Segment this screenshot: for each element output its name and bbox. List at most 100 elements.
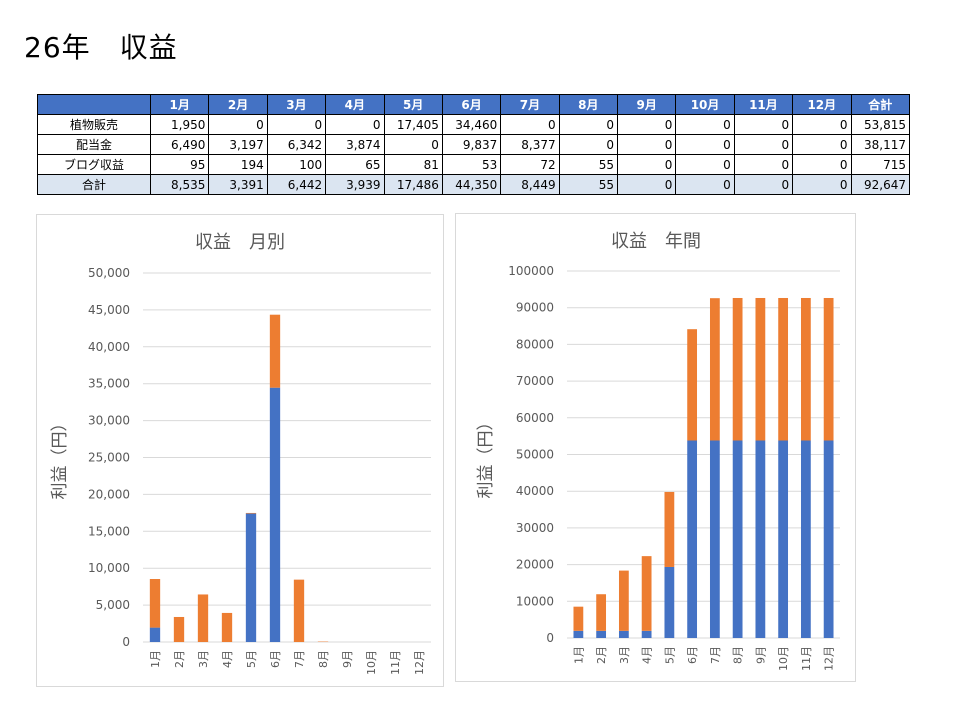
row-label: 配当金 xyxy=(37,134,151,155)
bar-segment xyxy=(687,440,698,638)
x-tick-label: 4月 xyxy=(641,646,654,664)
table-cell: 38,117 xyxy=(850,134,910,155)
bar-segment xyxy=(197,594,209,642)
x-tick-label: 7月 xyxy=(709,646,722,664)
bar-segment xyxy=(596,594,607,631)
table-header-cell: 6月 xyxy=(441,94,502,115)
table-header-cell: 8月 xyxy=(558,94,619,115)
table-cell: 1,950 xyxy=(149,114,210,135)
table-cell: 0 xyxy=(500,114,560,135)
x-tick-label: 8月 xyxy=(317,650,330,668)
x-tick-label: 10月 xyxy=(777,646,790,671)
bar-segment xyxy=(778,440,789,638)
bar-segment xyxy=(664,491,675,567)
y-tick-label: 10,000 xyxy=(88,561,130,575)
x-tick-label: 11月 xyxy=(389,650,402,675)
table-cell: 0 xyxy=(675,154,735,175)
bar-segment xyxy=(269,387,281,642)
bar-segment xyxy=(641,556,652,631)
table-header-cell: 2月 xyxy=(208,94,268,115)
y-tick-label: 15,000 xyxy=(88,524,130,538)
bar-segment xyxy=(221,612,233,642)
table-cell: 8,377 xyxy=(500,134,560,155)
table-cell: 194 xyxy=(208,154,268,175)
y-tick-label: 5,000 xyxy=(96,598,130,612)
y-axis-label: 利益（円） xyxy=(476,414,496,499)
bar-segment xyxy=(823,297,834,441)
table-cell: 0 xyxy=(792,174,852,195)
bar-segment xyxy=(732,440,743,638)
table-cell: 3,939 xyxy=(325,174,385,195)
table-cell: 0 xyxy=(792,154,852,175)
y-tick-label: 100000 xyxy=(508,264,554,278)
table-header-cell: 3月 xyxy=(266,94,327,115)
table-cell: 55 xyxy=(558,154,619,175)
table-cell: 17,405 xyxy=(383,114,443,135)
table-cell: 6,490 xyxy=(149,134,210,155)
y-tick-label: 50,000 xyxy=(88,266,130,280)
table-cell: 0 xyxy=(792,114,852,135)
table-cell: 44,350 xyxy=(441,174,502,195)
table-header-cell: 10月 xyxy=(675,94,735,115)
table-cell: 100 xyxy=(266,154,327,175)
table-header-cell: 4月 xyxy=(325,94,385,115)
bar-segment xyxy=(149,579,161,628)
bar-segment xyxy=(641,630,652,638)
bar-segment xyxy=(664,566,675,638)
y-tick-label: 60000 xyxy=(516,411,554,425)
table-cell: 0 xyxy=(675,114,735,135)
table-cell: 72 xyxy=(500,154,560,175)
x-tick-label: 4月 xyxy=(221,650,234,668)
x-tick-label: 11月 xyxy=(800,646,813,671)
row-label: ブログ収益 xyxy=(37,154,151,175)
row-label: 植物販売 xyxy=(37,114,151,135)
table-header-cell: 11月 xyxy=(733,94,794,115)
bar-segment xyxy=(245,513,257,642)
y-tick-label: 50000 xyxy=(516,448,554,462)
bar-segment xyxy=(800,297,811,441)
table-cell: 17,486 xyxy=(383,174,443,195)
y-tick-label: 90000 xyxy=(516,301,554,315)
y-tick-label: 20,000 xyxy=(88,487,130,501)
table-cell: 0 xyxy=(208,114,268,135)
y-tick-label: 45,000 xyxy=(88,303,130,317)
y-tick-label: 40,000 xyxy=(88,340,130,354)
y-tick-label: 25,000 xyxy=(88,451,130,465)
table-cell: 0 xyxy=(558,114,619,135)
table-header-row: 1月 2月 3月 4月 5月 6月 7月 8月 9月 10月 11月 12月 合… xyxy=(37,94,910,115)
table-cell: 53 xyxy=(441,154,502,175)
x-tick-label: 3月 xyxy=(618,646,631,664)
bar-segment xyxy=(173,616,185,642)
table-cell: 55 xyxy=(558,174,619,195)
bar-segment xyxy=(778,297,789,441)
bar-segment xyxy=(755,440,766,638)
x-tick-label: 1月 xyxy=(572,646,585,664)
table-row: 配当金 6,490 3,197 6,342 3,874 0 9,837 8,377 0 0 0 0 0 3… xyxy=(37,134,910,155)
table-cell: 0 xyxy=(325,114,385,135)
table-cell: 81 xyxy=(383,154,443,175)
x-tick-label: 5月 xyxy=(245,650,258,668)
table-cell: 0 xyxy=(733,154,794,175)
table-cell: 34,460 xyxy=(441,114,502,135)
table-row: 合計 8,535 3,391 6,442 3,939 17,486 44,350 8,449 5… xyxy=(37,174,910,195)
y-tick-label: 30000 xyxy=(516,521,554,535)
table-row: 植物販売 1,950 0 0 0 17,405 34,460 0 0 0 0 0 0 53,815 xyxy=(37,114,910,135)
table-header-cell xyxy=(37,94,151,115)
table-cell: 0 xyxy=(616,134,677,155)
table-cell: 8,535 xyxy=(149,174,210,195)
bar-segment xyxy=(149,627,161,642)
x-tick-label: 8月 xyxy=(732,646,745,664)
table-cell: 6,342 xyxy=(266,134,327,155)
table-row: ブログ収益 95 194 100 65 81 53 72 55 0 0 0 0 715 xyxy=(37,154,910,175)
x-tick-label: 7月 xyxy=(293,650,306,668)
page-title: 26年 収益 xyxy=(24,31,178,64)
annual-revenue-chart: 収益 年間 利益（円） 0 10000 20000 30000 40000 50000 6000… xyxy=(455,213,856,682)
y-tick-label: 80000 xyxy=(516,337,554,351)
table-cell: 92,647 xyxy=(850,174,910,195)
table-cell: 3,391 xyxy=(208,174,268,195)
table-cell: 3,874 xyxy=(325,134,385,155)
table-cell: 0 xyxy=(266,114,327,135)
table-cell: 0 xyxy=(616,174,677,195)
